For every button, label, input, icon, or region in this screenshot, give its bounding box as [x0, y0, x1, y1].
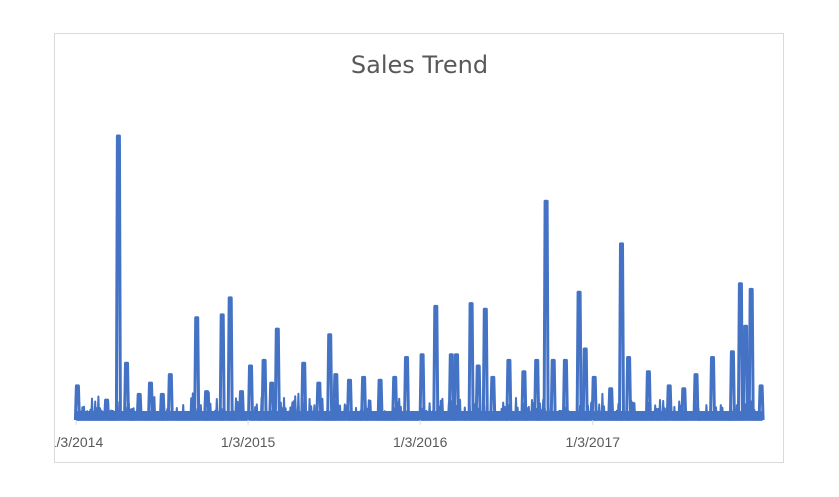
spike-8 — [158, 392, 166, 421]
spike-0 — [73, 384, 81, 421]
spike-33 — [467, 302, 475, 421]
spike-3 — [108, 410, 116, 421]
x-tick-label-0: 1/3/2014 — [49, 434, 104, 450]
spike-49 — [644, 370, 652, 421]
spike-35 — [481, 307, 489, 421]
spike-19 — [290, 401, 298, 421]
spike-58 — [757, 384, 765, 421]
spike-37 — [505, 358, 513, 421]
spike-57 — [747, 287, 755, 421]
spike-41 — [549, 358, 557, 421]
spike-12 — [218, 313, 226, 421]
spike-7 — [147, 381, 154, 421]
spike-40 — [542, 199, 550, 421]
spike-18 — [273, 327, 281, 421]
x-tick-label-1: 1/3/2015 — [221, 434, 276, 450]
spike-5 — [123, 361, 130, 421]
spike-10 — [193, 316, 201, 421]
spike-44 — [581, 347, 589, 421]
spike-47 — [618, 242, 625, 421]
spike-38 — [520, 370, 528, 421]
spike-24 — [346, 378, 353, 421]
spike-14 — [238, 390, 245, 421]
spike-55 — [736, 282, 744, 421]
spike-30 — [432, 304, 440, 421]
spike-53 — [709, 356, 716, 421]
spike-54 — [728, 350, 736, 421]
spike-22 — [326, 333, 334, 421]
x-tick-label-3: 1/3/2017 — [566, 434, 621, 450]
spike-1 — [95, 407, 103, 421]
spike-43 — [575, 290, 583, 421]
spike-45 — [590, 375, 598, 421]
spike-13 — [226, 296, 234, 421]
spike-27 — [391, 375, 399, 421]
spike-56 — [742, 324, 750, 421]
x-tick-label-2: 1/3/2016 — [393, 434, 448, 450]
spike-16 — [260, 358, 268, 421]
spike-31 — [447, 353, 455, 421]
spike-36 — [489, 375, 497, 421]
spike-34 — [474, 364, 482, 421]
spike-29 — [418, 353, 426, 421]
x-axis-ticks: 1/3/2014 1/3/2015 1/3/2016 1/3/2017 — [49, 420, 621, 450]
spike-28 — [403, 356, 410, 421]
spike-39 — [533, 358, 541, 421]
spike-17 — [268, 381, 276, 421]
chart-title: Sales Trend — [350, 51, 489, 79]
spike-32 — [453, 353, 460, 421]
spike-51 — [680, 387, 688, 421]
spike-23 — [332, 373, 340, 421]
spike-48 — [625, 356, 633, 421]
spike-9 — [166, 373, 174, 421]
spike-2 — [103, 398, 111, 421]
spike-4 — [114, 134, 122, 421]
spike-15 — [247, 364, 254, 421]
spike-46 — [607, 387, 615, 421]
spike-42 — [561, 358, 569, 421]
series-spikes — [73, 134, 765, 421]
spike-50 — [665, 384, 673, 421]
spike-11 — [203, 390, 211, 421]
spike-20 — [300, 361, 308, 421]
spike-6 — [135, 392, 143, 421]
spike-21 — [315, 381, 323, 421]
spike-26 — [376, 378, 384, 421]
spike-25 — [360, 375, 368, 421]
chart-area — [54, 33, 784, 463]
spike-52 — [692, 373, 700, 421]
